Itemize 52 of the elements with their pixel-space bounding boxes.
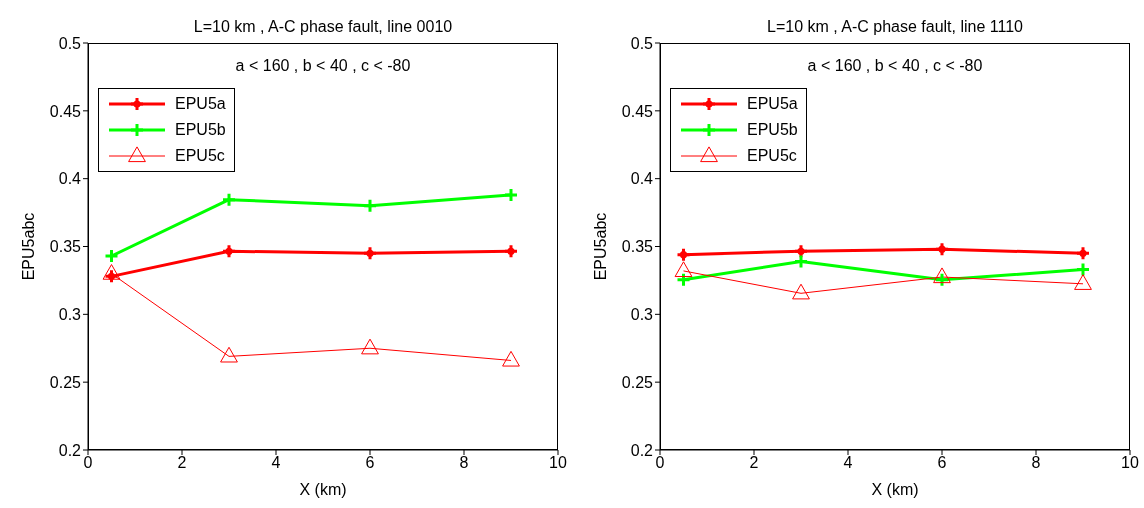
legend-label: EPU5c <box>747 147 797 165</box>
y-tick-label: 0.3 <box>630 306 654 324</box>
point <box>502 350 520 367</box>
x-tick-label: 0 <box>655 454 665 472</box>
point <box>104 268 119 284</box>
x-axis-title: X (km) <box>871 481 919 498</box>
y-axis-title: EPU5abc <box>591 212 609 281</box>
point <box>220 346 238 363</box>
x-axis-title: X (km) <box>299 481 347 498</box>
legend-label: EPU5c <box>175 147 225 165</box>
y-tick-label: 0.25 <box>49 373 82 391</box>
point <box>362 245 378 261</box>
chart-title: L=10 km , A-C phase fault, line 1110 <box>766 18 1024 36</box>
chart-title: L=10 km , A-C phase fault, line 0010 <box>192 18 454 36</box>
y-tick-label: 0.2 <box>630 441 654 459</box>
x-tick-label: 6 <box>937 454 947 472</box>
x-tick-label: 2 <box>177 454 187 472</box>
x-tick-label: 10 <box>1121 454 1139 472</box>
legend-label: EPU5a <box>175 95 226 113</box>
point <box>503 243 519 259</box>
point <box>221 192 237 208</box>
x-tick-label: 6 <box>365 454 375 472</box>
y-tick-label: 0.25 <box>621 373 654 391</box>
y-tick-label: 0.35 <box>621 238 654 256</box>
legend-label: EPU5a <box>747 95 798 113</box>
x-tick-label: 8 <box>459 454 469 472</box>
y-tick-label: 0.45 <box>49 102 82 120</box>
y-tick-label: 0.4 <box>630 170 654 188</box>
x-tick-label: 2 <box>749 454 759 472</box>
y-tick-label: 0.3 <box>58 306 82 324</box>
y-tick-label: 0.4 <box>58 170 82 188</box>
point <box>221 243 237 259</box>
x-tick-label: 10 <box>549 454 567 472</box>
x-tick-label: 4 <box>271 454 281 472</box>
y-tick-label: 0.2 <box>58 441 82 459</box>
y-tick-label: 0.5 <box>58 34 82 52</box>
annotation: a < 160 , b < 40 , c < -80 <box>806 57 984 75</box>
y-tick-label: 0.35 <box>49 238 82 256</box>
x-tick-label: 8 <box>1031 454 1041 472</box>
y-tick-label: 0.5 <box>630 34 654 52</box>
point <box>104 248 119 264</box>
x-tick-label: 0 <box>83 454 93 472</box>
point <box>361 338 379 355</box>
y-tick-label: 0.45 <box>621 102 654 120</box>
point <box>503 187 519 203</box>
legend-label: EPU5b <box>175 121 226 139</box>
point <box>362 198 378 214</box>
point <box>102 264 121 280</box>
legend-label: EPU5b <box>747 121 798 139</box>
y-axis-title: EPU5abc <box>19 212 37 281</box>
x-tick-label: 4 <box>843 454 853 472</box>
annotation: a < 160 , b < 40 , c < -80 <box>234 57 412 75</box>
